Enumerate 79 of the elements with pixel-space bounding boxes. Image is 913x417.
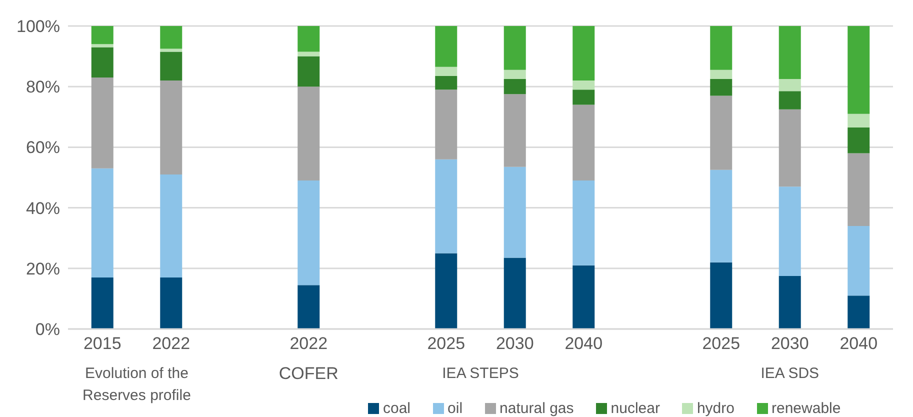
legend-label: nuclear: [610, 400, 660, 417]
y-tick-label: 40%: [26, 198, 60, 218]
y-tick-label: 80%: [26, 78, 60, 97]
bar: [298, 26, 320, 52]
bar: [778, 186, 801, 276]
legend-label: oil: [448, 400, 463, 417]
bar: [778, 79, 801, 92]
x-tick-label: 2030: [770, 334, 809, 354]
bar: [91, 44, 114, 48]
bar: [572, 26, 595, 81]
bar: [160, 174, 182, 278]
text: IEA STEPS: [441, 364, 520, 384]
bar: [710, 170, 732, 262]
x-tick-label: 2040: [564, 334, 603, 354]
bar: [435, 90, 458, 160]
bar: [91, 277, 114, 329]
bar: [91, 26, 114, 44]
y-tick-label: 60%: [26, 138, 60, 158]
bar: [572, 80, 595, 90]
bar: [778, 276, 801, 329]
legend-label: hydro: [696, 400, 734, 417]
x-tick-label: 2025: [702, 334, 740, 354]
bar: [298, 56, 320, 87]
bar: [435, 66, 458, 76]
bar: [572, 90, 595, 105]
y-tick-label: 20%: [26, 259, 60, 278]
bar: [710, 262, 732, 329]
bar: [91, 47, 114, 78]
bar: [435, 76, 458, 90]
bar: [160, 26, 182, 49]
x-tick-label: 2030: [496, 334, 534, 354]
y-tick-label: 0%: [35, 320, 60, 340]
x-tick-label: 2015: [83, 334, 122, 354]
bar: [298, 180, 320, 286]
x-tick-label: 2040: [840, 334, 878, 354]
bar: [848, 153, 870, 226]
legend-label: natural gas: [500, 400, 574, 417]
bar: [504, 258, 526, 329]
text: IEA SDS: [760, 364, 820, 384]
bar: [91, 168, 114, 278]
text: COFER: [278, 363, 340, 385]
bar: [504, 79, 526, 94]
bar: [504, 26, 526, 70]
bar: [298, 52, 320, 56]
text: Evolution of the Reserves profile: [82, 364, 192, 406]
legend-label: coal: [383, 400, 411, 417]
bar: [710, 70, 732, 80]
bar: [572, 180, 595, 266]
bar: [435, 159, 458, 254]
bar: [572, 265, 595, 329]
bar: [710, 26, 732, 70]
bar: [504, 70, 526, 80]
bar: [435, 253, 458, 329]
bar: [848, 226, 870, 296]
bar: [160, 277, 182, 329]
bar: [848, 296, 870, 329]
y-tick-label: 100%: [16, 17, 60, 36]
x-tick-label: 2022: [290, 334, 328, 354]
legend-label: renewable: [772, 400, 841, 417]
bar: [504, 94, 526, 167]
bar: [435, 26, 458, 67]
bar: [710, 79, 732, 96]
bar: [91, 78, 114, 168]
bar: [778, 109, 801, 187]
x-tick-label: 2025: [427, 334, 466, 354]
bar: [848, 128, 870, 154]
bar: [160, 48, 182, 52]
bar: [298, 86, 320, 181]
bar: [848, 114, 870, 128]
bar: [848, 26, 870, 114]
x-tick-label: 2022: [152, 334, 190, 354]
bar: [778, 91, 801, 110]
bar: [160, 80, 182, 174]
bar: [298, 285, 320, 329]
bar: [504, 166, 526, 258]
bar: [572, 104, 595, 181]
bar: [160, 52, 182, 81]
bar: [778, 26, 801, 80]
bar: [710, 96, 732, 170]
